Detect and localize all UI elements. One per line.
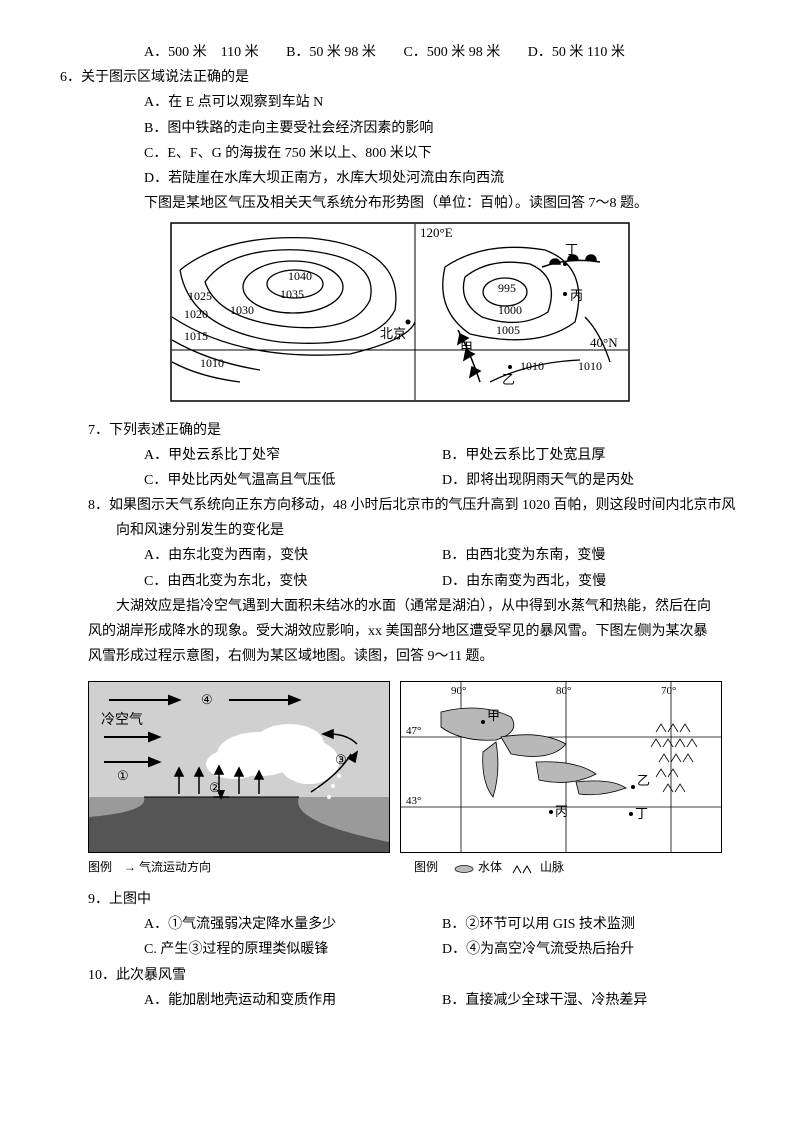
- svg-text:1020: 1020: [184, 307, 208, 321]
- figure-lake-process: 冷空气 ① ② ③ ④: [88, 681, 390, 853]
- q6-lead: 下图是某地区气压及相关天气系统分布形势图（单位：百帕）。读图回答 7～8 题。: [60, 191, 740, 216]
- svg-text:1035: 1035: [280, 287, 304, 301]
- svg-text:②: ②: [209, 780, 221, 795]
- lon-label: 120°E: [420, 225, 453, 240]
- svg-text:①: ①: [117, 768, 129, 783]
- svg-text:1005: 1005: [496, 323, 520, 337]
- q6-opt-c: C．E、F、G 的海拔在 750 米以上、800 米以下: [60, 141, 740, 166]
- q6-opt-b: B．图中铁路的走向主要受社会经济因素的影响: [60, 116, 740, 141]
- figure-row: 冷空气 ① ② ③ ④ 90° 80° 70° 47° 43°: [60, 681, 740, 853]
- city-label: 北京: [380, 326, 406, 341]
- q7-opt-d: D．即将出现阴雨天气的是丙处: [442, 468, 740, 493]
- legend-right: 图例 水体 山脉: [414, 857, 740, 879]
- q9-options: A．①气流强弱决定降水量多少 B．②环节可以用 GIS 技术监测 C. 产生③过…: [60, 912, 740, 962]
- lake-effect-paragraph: 大湖效应是指冷空气遇到大面积未结冰的水面（通常是湖泊），从中得到水蒸气和热能，然…: [60, 594, 740, 670]
- q9-opt-b: B．②环节可以用 GIS 技术监测: [442, 912, 740, 937]
- q10-opt-b: B．直接减少全球干湿、冷热差异: [442, 988, 740, 1013]
- svg-text:1010: 1010: [578, 359, 602, 373]
- svg-text:甲: 甲: [460, 340, 473, 355]
- svg-text:1015: 1015: [184, 329, 208, 343]
- q6-stem: 6．关于图示区域说法正确的是: [60, 65, 740, 90]
- q5-opt-a: A．500 米 110 米: [144, 45, 259, 60]
- svg-text:③: ③: [335, 752, 347, 767]
- svg-text:丁: 丁: [565, 242, 578, 257]
- svg-text:90°: 90°: [451, 685, 466, 697]
- q6-opt-d: D．若陡崖在水库大坝正南方，水库大坝处河流由东向西流: [60, 166, 740, 191]
- svg-text:乙: 乙: [637, 773, 650, 788]
- svg-text:1030: 1030: [230, 303, 254, 317]
- svg-text:43°: 43°: [406, 795, 421, 807]
- q10-stem: 10．此次暴风雪: [60, 963, 740, 988]
- legend-left: 图例 → 气流运动方向: [88, 857, 414, 879]
- svg-text:1025: 1025: [188, 289, 212, 303]
- q7-opt-b: B．甲处云系比丁处宽且厚: [442, 443, 740, 468]
- svg-text:80°: 80°: [556, 685, 571, 697]
- svg-text:冷空气: 冷空气: [101, 712, 143, 728]
- q8-opt-b: B．由西北变为东南，变慢: [442, 543, 740, 568]
- q7-opt-c: C．甲处比丙处气温高且气压低: [144, 468, 442, 493]
- svg-text:乙: 乙: [502, 372, 515, 387]
- q8-opt-c: C．由西北变为东北，变快: [144, 569, 442, 594]
- svg-text:1010: 1010: [200, 356, 224, 370]
- svg-text:1000: 1000: [498, 303, 522, 317]
- figure-region-map: 90° 80° 70° 47° 43° 甲 乙: [400, 681, 722, 853]
- svg-text:47°: 47°: [406, 725, 421, 737]
- svg-text:甲: 甲: [487, 708, 500, 723]
- svg-text:丙: 丙: [555, 804, 568, 819]
- q8-opt-a: A．由东北变为西南，变快: [144, 543, 442, 568]
- q7-stem: 7．下列表述正确的是: [60, 418, 740, 443]
- q10-opt-a: A．能加剧地壳运动和变质作用: [144, 988, 442, 1013]
- svg-text:70°: 70°: [661, 685, 676, 697]
- q7-opt-a: A．甲处云系比丁处窄: [144, 443, 442, 468]
- svg-text:丁: 丁: [635, 806, 648, 821]
- q8-options: A．由东北变为西南，变快 B．由西北变为东南，变慢 C．由西北变为东北，变快 D…: [60, 543, 740, 593]
- q8-stem: 8．如果图示天气系统向正东方向移动，48 小时后北京市的气压升高到 1020 百…: [60, 493, 740, 543]
- q10-options: A．能加剧地壳运动和变质作用 B．直接减少全球干湿、冷热差异: [60, 988, 740, 1013]
- q5-opt-c: C．500 米 98 米: [403, 45, 500, 60]
- legends: 图例 → 气流运动方向 图例 水体 山脉: [60, 857, 740, 879]
- q5-options: A．500 米 110 米 B．50 米 98 米 C．500 米 98 米 D…: [60, 40, 740, 65]
- svg-text:1040: 1040: [288, 269, 312, 283]
- q7-options: A．甲处云系比丁处窄 B．甲处云系比丁处宽且厚 C．甲处比丙处气温高且气压低 D…: [60, 443, 740, 493]
- q9-stem: 9．上图中: [60, 887, 740, 912]
- q6-opt-a: A．在 E 点可以观察到车站 N: [60, 90, 740, 115]
- svg-text:1010: 1010: [520, 359, 544, 373]
- q9-opt-d: D．④为高空冷气流受热后抬升: [442, 937, 740, 962]
- svg-text:④: ④: [201, 692, 213, 707]
- figure-pressure-map: 120°E 40°N 1040 1035 1030 1025 1020 1015: [60, 222, 740, 411]
- svg-text:995: 995: [498, 281, 516, 295]
- q5-opt-d: D．50 米 110 米: [528, 45, 625, 60]
- q8-opt-d: D．由东南变为西北，变慢: [442, 569, 740, 594]
- q9-opt-a: A．①气流强弱决定降水量多少: [144, 912, 442, 937]
- q9-opt-c: C. 产生③过程的原理类似暖锋: [144, 937, 442, 962]
- q5-opt-b: B．50 米 98 米: [286, 45, 376, 60]
- svg-text:丙: 丙: [570, 288, 583, 303]
